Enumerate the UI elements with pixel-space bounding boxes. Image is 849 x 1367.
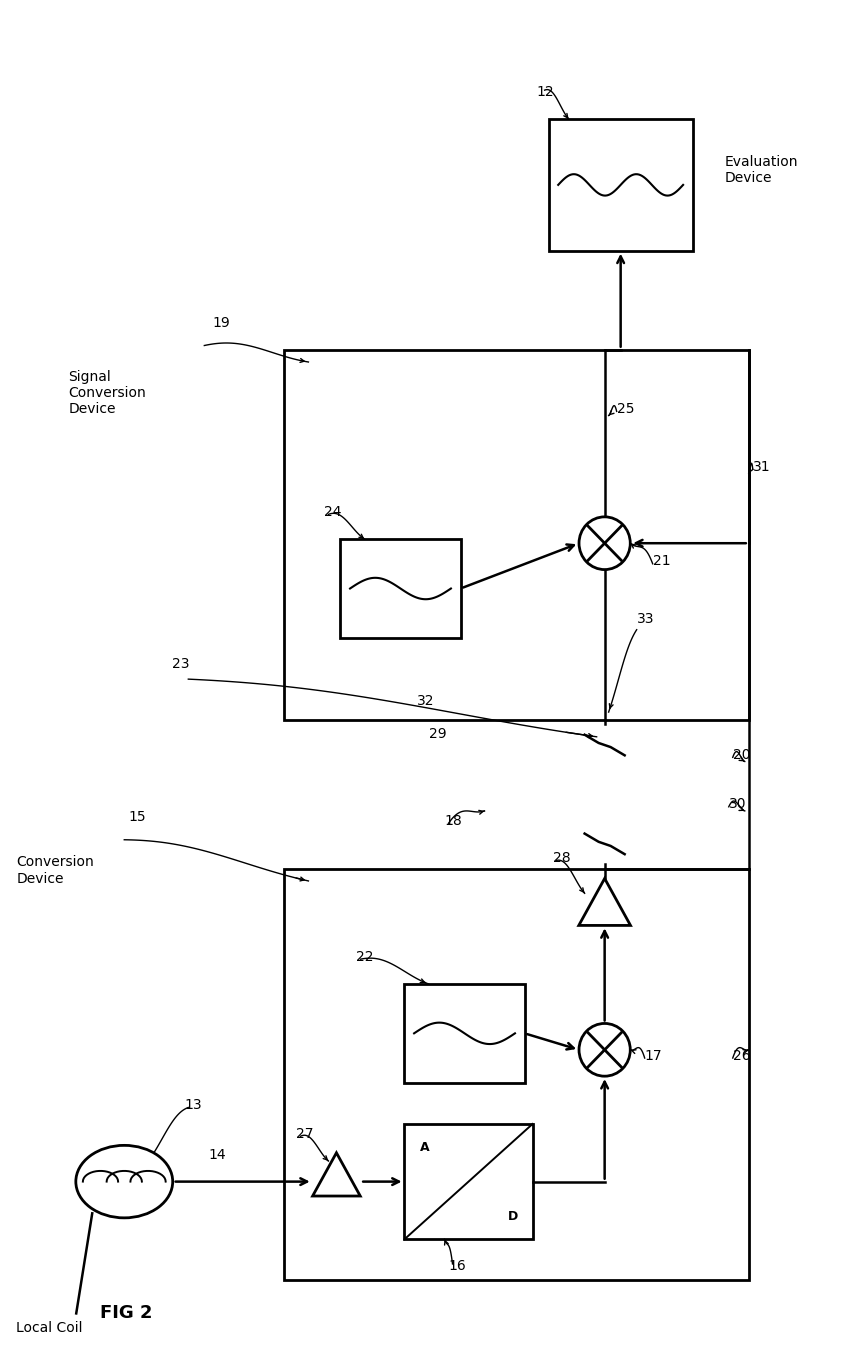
Text: Signal
Conversion
Device: Signal Conversion Device [68, 369, 146, 416]
Text: 29: 29 [429, 727, 446, 741]
Text: 18: 18 [445, 813, 462, 827]
Circle shape [579, 1024, 630, 1076]
Text: 21: 21 [653, 554, 671, 569]
Polygon shape [312, 1152, 360, 1196]
Bar [404, 984, 525, 1083]
Text: 33: 33 [637, 612, 655, 626]
Text: 23: 23 [172, 658, 190, 671]
Text: Local Coil: Local Coil [16, 1321, 82, 1334]
Text: 20: 20 [733, 748, 751, 761]
Text: 31: 31 [753, 459, 770, 473]
Bar [404, 1124, 532, 1240]
Polygon shape [579, 879, 631, 925]
Text: 26: 26 [733, 1048, 751, 1062]
Text: 32: 32 [417, 694, 434, 708]
Bar [548, 119, 693, 252]
Text: 13: 13 [184, 1098, 202, 1111]
Text: A: A [419, 1140, 430, 1154]
Text: 19: 19 [212, 316, 230, 329]
Text: 17: 17 [644, 1048, 662, 1062]
Text: 25: 25 [616, 402, 634, 416]
Text: D: D [508, 1210, 518, 1222]
Text: 24: 24 [324, 504, 342, 519]
Text: 15: 15 [128, 809, 146, 823]
Bar [284, 869, 749, 1281]
Text: 16: 16 [448, 1258, 466, 1273]
Text: 30: 30 [728, 797, 746, 811]
Text: 28: 28 [553, 850, 571, 865]
Text: Conversion
Device: Conversion Device [16, 854, 94, 886]
Circle shape [579, 517, 630, 570]
Text: 14: 14 [208, 1147, 226, 1161]
Ellipse shape [76, 1146, 172, 1218]
Text: 12: 12 [537, 85, 554, 98]
Text: 22: 22 [357, 950, 374, 964]
Text: 27: 27 [296, 1126, 314, 1140]
Bar [340, 540, 460, 638]
Text: Evaluation
Device: Evaluation Device [725, 154, 798, 186]
Bar [284, 350, 749, 720]
Text: FIG 2: FIG 2 [100, 1304, 153, 1322]
